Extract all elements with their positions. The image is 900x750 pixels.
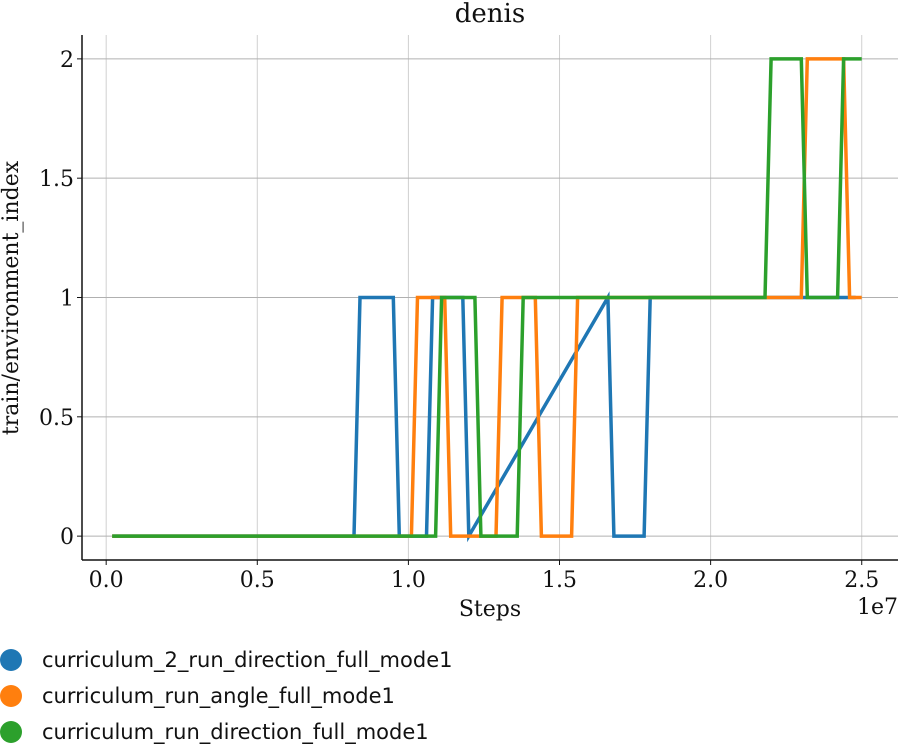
- y-tick-label-0: 0: [60, 525, 74, 550]
- y-axis-label: train/environment_index: [0, 160, 24, 435]
- line-chart: denis 0.0 0.5 1.0 1.5 2.0 2.5 0 0.5 1 1.5 2 Steps…: [0, 0, 898, 622]
- legend-item-0: curriculum_2_run_direction_full_mode1: [0, 642, 452, 678]
- y-tick-label-1: 0.5: [39, 406, 74, 431]
- legend-swatch-icon: [0, 685, 22, 707]
- series-line-2: [112, 57, 862, 538]
- y-tick-label-4: 2: [60, 48, 74, 73]
- x-axis-offset-label: 1e7: [857, 595, 898, 620]
- legend-label: curriculum_run_direction_full_mode1: [42, 720, 429, 744]
- y-tick-label-3: 1.5: [39, 167, 74, 192]
- x-axis-ticks: 0.0 0.5 1.0 1.5 2.0 2.5: [89, 560, 879, 593]
- series-lines: [112, 57, 862, 543]
- x-tick-label-0: 0.0: [89, 568, 124, 593]
- legend-swatch-icon: [0, 649, 22, 671]
- x-tick-label-4: 2.0: [693, 568, 728, 593]
- legend-item-1: curriculum_run_angle_full_mode1: [0, 678, 452, 714]
- x-tick-label-2: 1.0: [391, 568, 426, 593]
- x-tick-label-5: 2.5: [844, 568, 879, 593]
- x-tick-label-1: 0.5: [240, 568, 275, 593]
- chart-title: denis: [455, 0, 525, 29]
- series-line-1: [112, 57, 862, 538]
- legend-item-2: curriculum_run_direction_full_mode1: [0, 714, 452, 750]
- y-axis-ticks: 0 0.5 1 1.5 2: [39, 48, 82, 550]
- x-axis-label: Steps: [459, 597, 521, 622]
- legend-label: curriculum_2_run_direction_full_mode1: [42, 648, 453, 672]
- x-tick-label-3: 1.5: [542, 568, 577, 593]
- legend-swatch-icon: [0, 721, 22, 743]
- legend-label: curriculum_run_angle_full_mode1: [42, 684, 395, 708]
- y-tick-label-2: 1: [60, 287, 74, 312]
